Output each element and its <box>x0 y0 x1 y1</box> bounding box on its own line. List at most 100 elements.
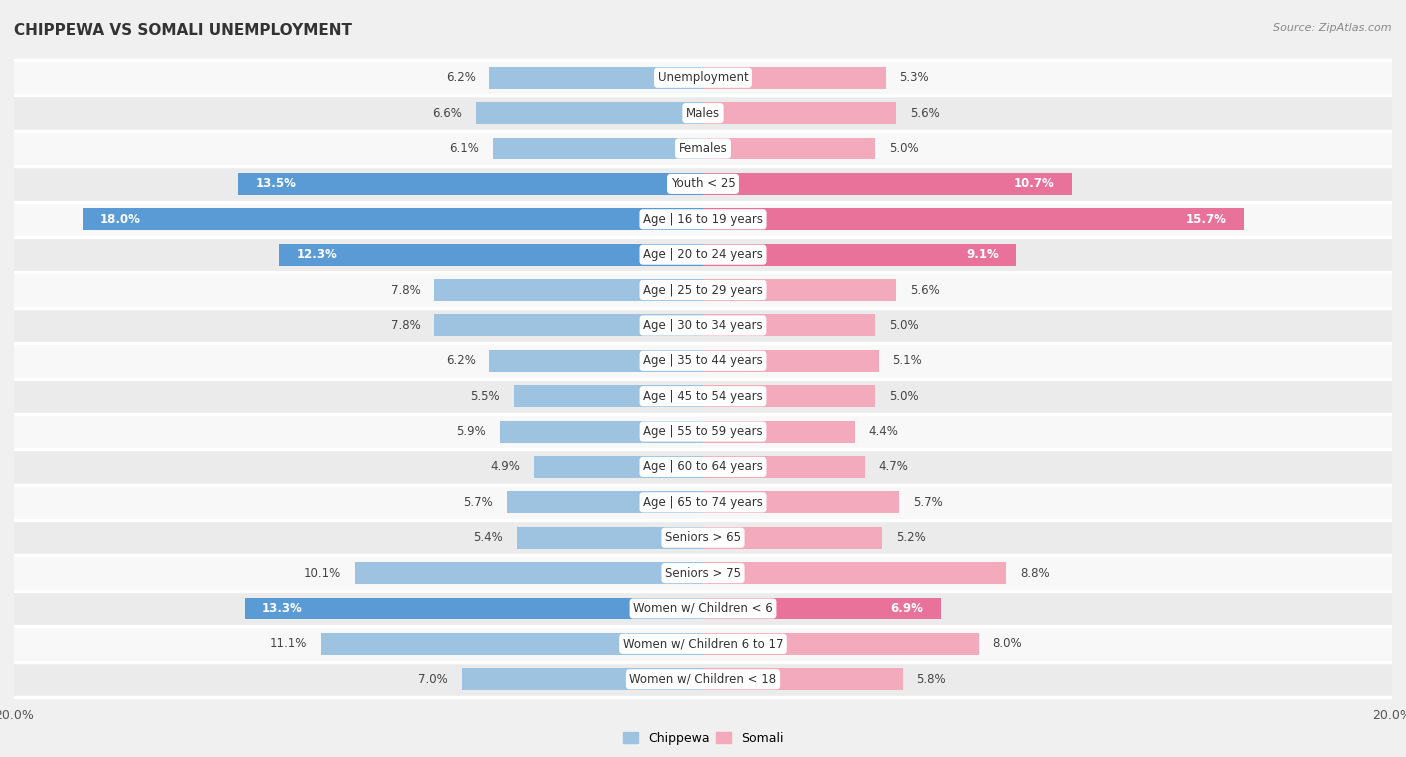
Bar <box>703 385 875 407</box>
Text: 8.8%: 8.8% <box>1019 566 1049 580</box>
Text: Age | 25 to 29 years: Age | 25 to 29 years <box>643 284 763 297</box>
Bar <box>83 208 703 230</box>
Bar <box>14 626 1392 662</box>
Text: Age | 60 to 64 years: Age | 60 to 64 years <box>643 460 763 473</box>
Text: 4.4%: 4.4% <box>869 425 898 438</box>
Text: 6.2%: 6.2% <box>446 354 475 367</box>
Text: 13.5%: 13.5% <box>256 177 297 191</box>
Text: Unemployment: Unemployment <box>658 71 748 84</box>
Bar <box>703 208 1244 230</box>
Text: 5.9%: 5.9% <box>456 425 486 438</box>
Bar <box>703 244 1017 266</box>
Text: 6.1%: 6.1% <box>450 142 479 155</box>
Text: 18.0%: 18.0% <box>100 213 141 226</box>
Bar <box>14 60 1392 95</box>
Text: Age | 16 to 19 years: Age | 16 to 19 years <box>643 213 763 226</box>
Bar <box>703 597 941 619</box>
Bar <box>14 95 1392 131</box>
Bar <box>489 350 703 372</box>
Text: Women w/ Children < 18: Women w/ Children < 18 <box>630 673 776 686</box>
Bar <box>14 590 1392 626</box>
Text: 10.7%: 10.7% <box>1014 177 1054 191</box>
Bar <box>513 385 703 407</box>
Text: Females: Females <box>679 142 727 155</box>
Bar <box>703 350 879 372</box>
Text: Source: ZipAtlas.com: Source: ZipAtlas.com <box>1274 23 1392 33</box>
Text: 5.7%: 5.7% <box>463 496 494 509</box>
Bar <box>506 491 703 513</box>
Bar <box>14 484 1392 520</box>
Bar <box>494 138 703 160</box>
Text: 5.6%: 5.6% <box>910 107 939 120</box>
Text: 7.8%: 7.8% <box>391 284 420 297</box>
Bar <box>14 520 1392 556</box>
Text: Women w/ Children < 6: Women w/ Children < 6 <box>633 602 773 615</box>
Text: 5.2%: 5.2% <box>896 531 925 544</box>
Bar <box>703 102 896 124</box>
Text: Age | 30 to 34 years: Age | 30 to 34 years <box>643 319 763 332</box>
Text: 5.8%: 5.8% <box>917 673 946 686</box>
Bar <box>321 633 703 655</box>
Bar <box>499 421 703 443</box>
Bar <box>703 314 875 336</box>
Bar <box>14 201 1392 237</box>
Bar <box>703 67 886 89</box>
Text: 5.0%: 5.0% <box>889 142 918 155</box>
Bar <box>14 414 1392 449</box>
Text: 13.3%: 13.3% <box>262 602 302 615</box>
Text: 6.9%: 6.9% <box>890 602 924 615</box>
Bar <box>14 343 1392 378</box>
Bar <box>703 527 882 549</box>
Bar <box>434 314 703 336</box>
Text: Age | 35 to 44 years: Age | 35 to 44 years <box>643 354 763 367</box>
Bar <box>703 173 1071 195</box>
Text: 4.9%: 4.9% <box>491 460 520 473</box>
Bar <box>238 173 703 195</box>
Bar <box>517 527 703 549</box>
Bar <box>356 562 703 584</box>
Bar <box>703 456 865 478</box>
Bar <box>14 378 1392 414</box>
Bar <box>461 668 703 690</box>
Bar <box>703 491 900 513</box>
Text: 9.1%: 9.1% <box>966 248 1000 261</box>
Bar <box>434 279 703 301</box>
Bar <box>245 597 703 619</box>
Bar <box>14 449 1392 484</box>
Text: 7.0%: 7.0% <box>419 673 449 686</box>
Bar <box>703 279 896 301</box>
Text: 8.0%: 8.0% <box>993 637 1022 650</box>
Text: 7.8%: 7.8% <box>391 319 420 332</box>
Text: 6.6%: 6.6% <box>432 107 461 120</box>
Text: Age | 65 to 74 years: Age | 65 to 74 years <box>643 496 763 509</box>
Text: 5.1%: 5.1% <box>893 354 922 367</box>
Text: CHIPPEWA VS SOMALI UNEMPLOYMENT: CHIPPEWA VS SOMALI UNEMPLOYMENT <box>14 23 352 38</box>
Bar <box>14 237 1392 273</box>
Text: Males: Males <box>686 107 720 120</box>
Text: 11.1%: 11.1% <box>270 637 307 650</box>
Text: 6.2%: 6.2% <box>446 71 475 84</box>
Text: 15.7%: 15.7% <box>1185 213 1226 226</box>
Legend: Chippewa, Somali: Chippewa, Somali <box>617 727 789 750</box>
Text: Seniors > 75: Seniors > 75 <box>665 566 741 580</box>
Text: 5.5%: 5.5% <box>470 390 499 403</box>
Bar <box>703 421 855 443</box>
Text: Seniors > 65: Seniors > 65 <box>665 531 741 544</box>
Text: Youth < 25: Youth < 25 <box>671 177 735 191</box>
Text: 5.0%: 5.0% <box>889 319 918 332</box>
Bar <box>14 273 1392 308</box>
Bar <box>703 138 875 160</box>
Bar <box>534 456 703 478</box>
Text: 10.1%: 10.1% <box>304 566 342 580</box>
Bar <box>14 556 1392 590</box>
Text: 12.3%: 12.3% <box>297 248 337 261</box>
Bar <box>703 668 903 690</box>
Text: 5.6%: 5.6% <box>910 284 939 297</box>
Text: Age | 45 to 54 years: Age | 45 to 54 years <box>643 390 763 403</box>
Bar <box>489 67 703 89</box>
Bar <box>14 131 1392 167</box>
Text: 5.0%: 5.0% <box>889 390 918 403</box>
Text: Age | 20 to 24 years: Age | 20 to 24 years <box>643 248 763 261</box>
Bar <box>14 662 1392 697</box>
Text: Age | 55 to 59 years: Age | 55 to 59 years <box>643 425 763 438</box>
